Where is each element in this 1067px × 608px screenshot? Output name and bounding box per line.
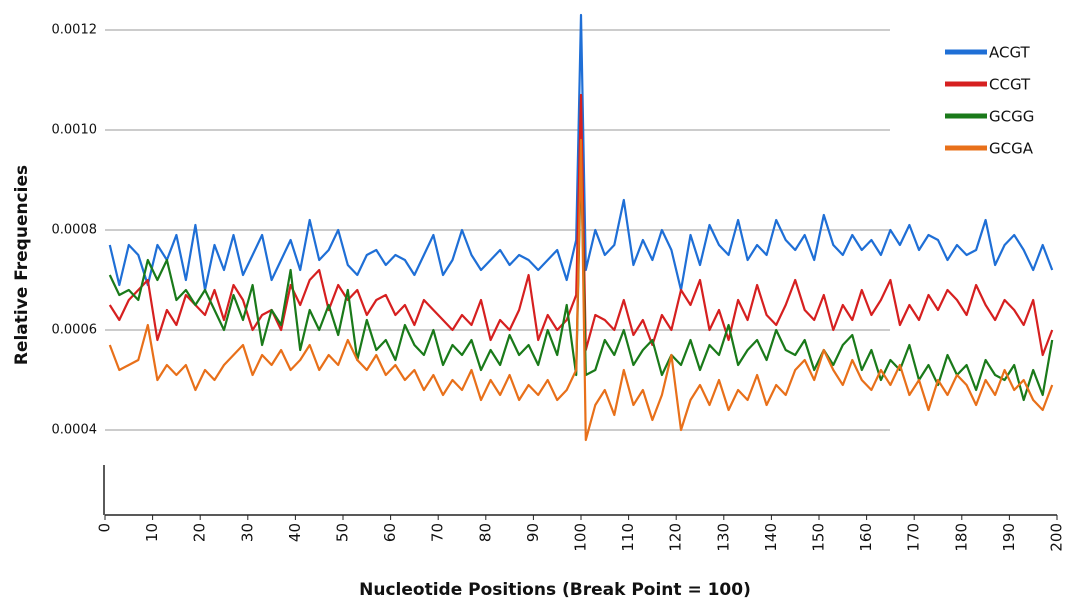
x-axis-title: Nucleotide Positions (Break Point = 100) — [359, 580, 751, 600]
x-tick-label: 200 — [1048, 523, 1066, 552]
y-tick-label: 0.0010 — [52, 123, 98, 138]
x-tick-label: 10 — [143, 523, 161, 542]
legend-label: ACGT — [989, 44, 1031, 62]
series-line — [108, 93, 1054, 357]
x-tick-label: 150 — [810, 523, 828, 552]
y-axis-title: Relative Frequencies — [12, 165, 32, 365]
x-tick-label: 40 — [286, 523, 304, 542]
x-tick-label: 60 — [381, 523, 399, 542]
legend-label: GCGA — [989, 140, 1034, 158]
x-tick-label: 130 — [714, 523, 732, 552]
x-tick-label: 190 — [1000, 523, 1018, 552]
x-tick-label: 30 — [238, 523, 256, 542]
x-tick-label: 80 — [476, 523, 494, 542]
x-tick-label: 120 — [667, 523, 685, 552]
y-tick-label: 0.0004 — [52, 423, 98, 438]
x-tick-label: 110 — [619, 523, 637, 552]
x-tick-label: 0 — [96, 523, 114, 533]
legend-label: CCGT — [989, 76, 1031, 94]
x-tick-label: 100 — [572, 523, 590, 552]
y-tick-label: 0.0006 — [52, 323, 98, 338]
x-tick-label: 90 — [524, 523, 542, 542]
x-tick-label: 160 — [857, 523, 875, 552]
x-tick-label: 170 — [905, 523, 923, 552]
x-tick-label: 20 — [191, 523, 209, 542]
series-line — [108, 13, 1054, 292]
series-line — [108, 138, 1054, 442]
y-tick-label: 0.0012 — [52, 23, 98, 38]
y-tick-label: 0.0008 — [52, 223, 98, 238]
x-tick-label: 180 — [952, 523, 970, 552]
x-tick-label: 140 — [762, 523, 780, 552]
x-tick-label: 50 — [334, 523, 352, 542]
legend-label: GCGG — [989, 108, 1034, 126]
x-tick-label: 70 — [429, 523, 447, 542]
